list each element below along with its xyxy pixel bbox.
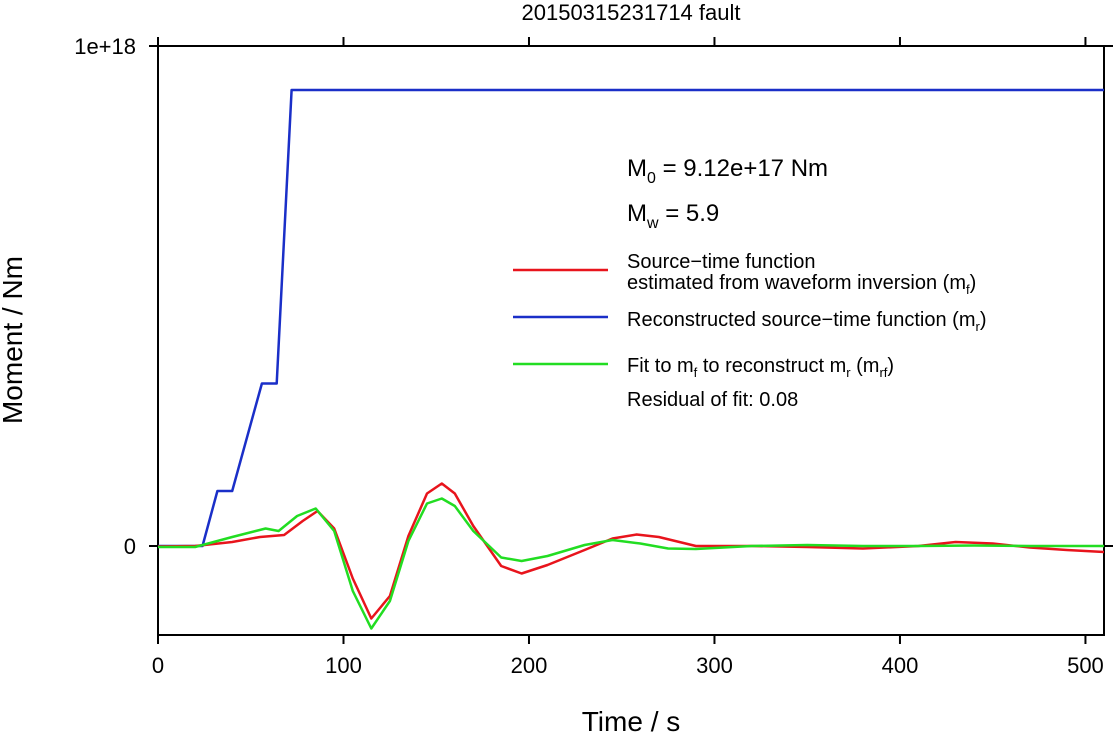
legend-green-p2: to reconstruct m <box>697 355 846 377</box>
m0-subscript: 0 <box>647 170 656 187</box>
x-tick-label: 500 <box>1067 653 1104 678</box>
x-tick-label: 200 <box>511 653 548 678</box>
legend-blue-prefix: Reconstructed source−time function (m <box>627 309 976 331</box>
legend-green-s1: f <box>694 365 698 380</box>
mw-symbol: M <box>627 200 647 227</box>
legend-entry-red-line2: estimated from waveform inversion (mf) <box>627 272 976 297</box>
legend-green-s3: rf <box>879 365 887 380</box>
plot-frame <box>157 45 1105 636</box>
y-tick-label: 0 <box>124 534 136 559</box>
legend-green-s2: r <box>846 365 851 380</box>
legend-entry-green: Fit to mf to reconstruct mr (mrf) <box>627 355 894 380</box>
legend-green-p1: Fit to m <box>627 355 694 377</box>
x-axis-label: Time / s <box>582 706 681 735</box>
legend-blue-sub: r <box>976 319 981 334</box>
moment-magnitude-annotation: Mw = 5.9 <box>627 200 719 232</box>
chart-title: 20150315231714 fault <box>522 0 741 25</box>
legend-blue-suffix: ) <box>980 309 987 331</box>
x-tick-label: 300 <box>696 653 733 678</box>
axis-ticks: 0 100 200 300 400 500 0 1e+18 <box>74 34 1113 678</box>
legend-entry-blue: Reconstructed source−time function (mr) <box>627 309 987 334</box>
legend-green-p4: ) <box>887 355 894 377</box>
residual-annotation: Residual of fit: 0.08 <box>627 389 798 411</box>
series-layer <box>157 88 1105 630</box>
seismic-moment-annotation: M0 = 9.12e+17 Nm <box>627 155 828 187</box>
legend-red-sub: f <box>966 282 970 297</box>
x-tick-label: 400 <box>882 653 919 678</box>
fit-line <box>158 497 1104 630</box>
y-tick-label: 1e+18 <box>74 34 136 59</box>
legend-red-prefix: estimated from waveform inversion (m <box>627 272 966 294</box>
legend-green-p3: (m <box>851 355 880 377</box>
y-axis-label: Moment / Nm <box>0 256 28 424</box>
legend: Source−time function estimated from wave… <box>513 251 987 411</box>
m0-value: = 9.12e+17 Nm <box>656 155 828 182</box>
x-tick-label: 100 <box>325 653 362 678</box>
mw-subscript: w <box>646 215 659 232</box>
legend-entry-red-line1: Source−time function <box>627 251 815 273</box>
estimated-stf-line <box>157 482 1105 620</box>
x-tick-label: 0 <box>152 653 164 678</box>
mw-value: = 5.9 <box>659 200 720 227</box>
reconstructed-stf-line <box>158 88 1104 548</box>
legend-red-suffix: ) <box>970 272 977 294</box>
m0-symbol: M <box>627 155 647 182</box>
